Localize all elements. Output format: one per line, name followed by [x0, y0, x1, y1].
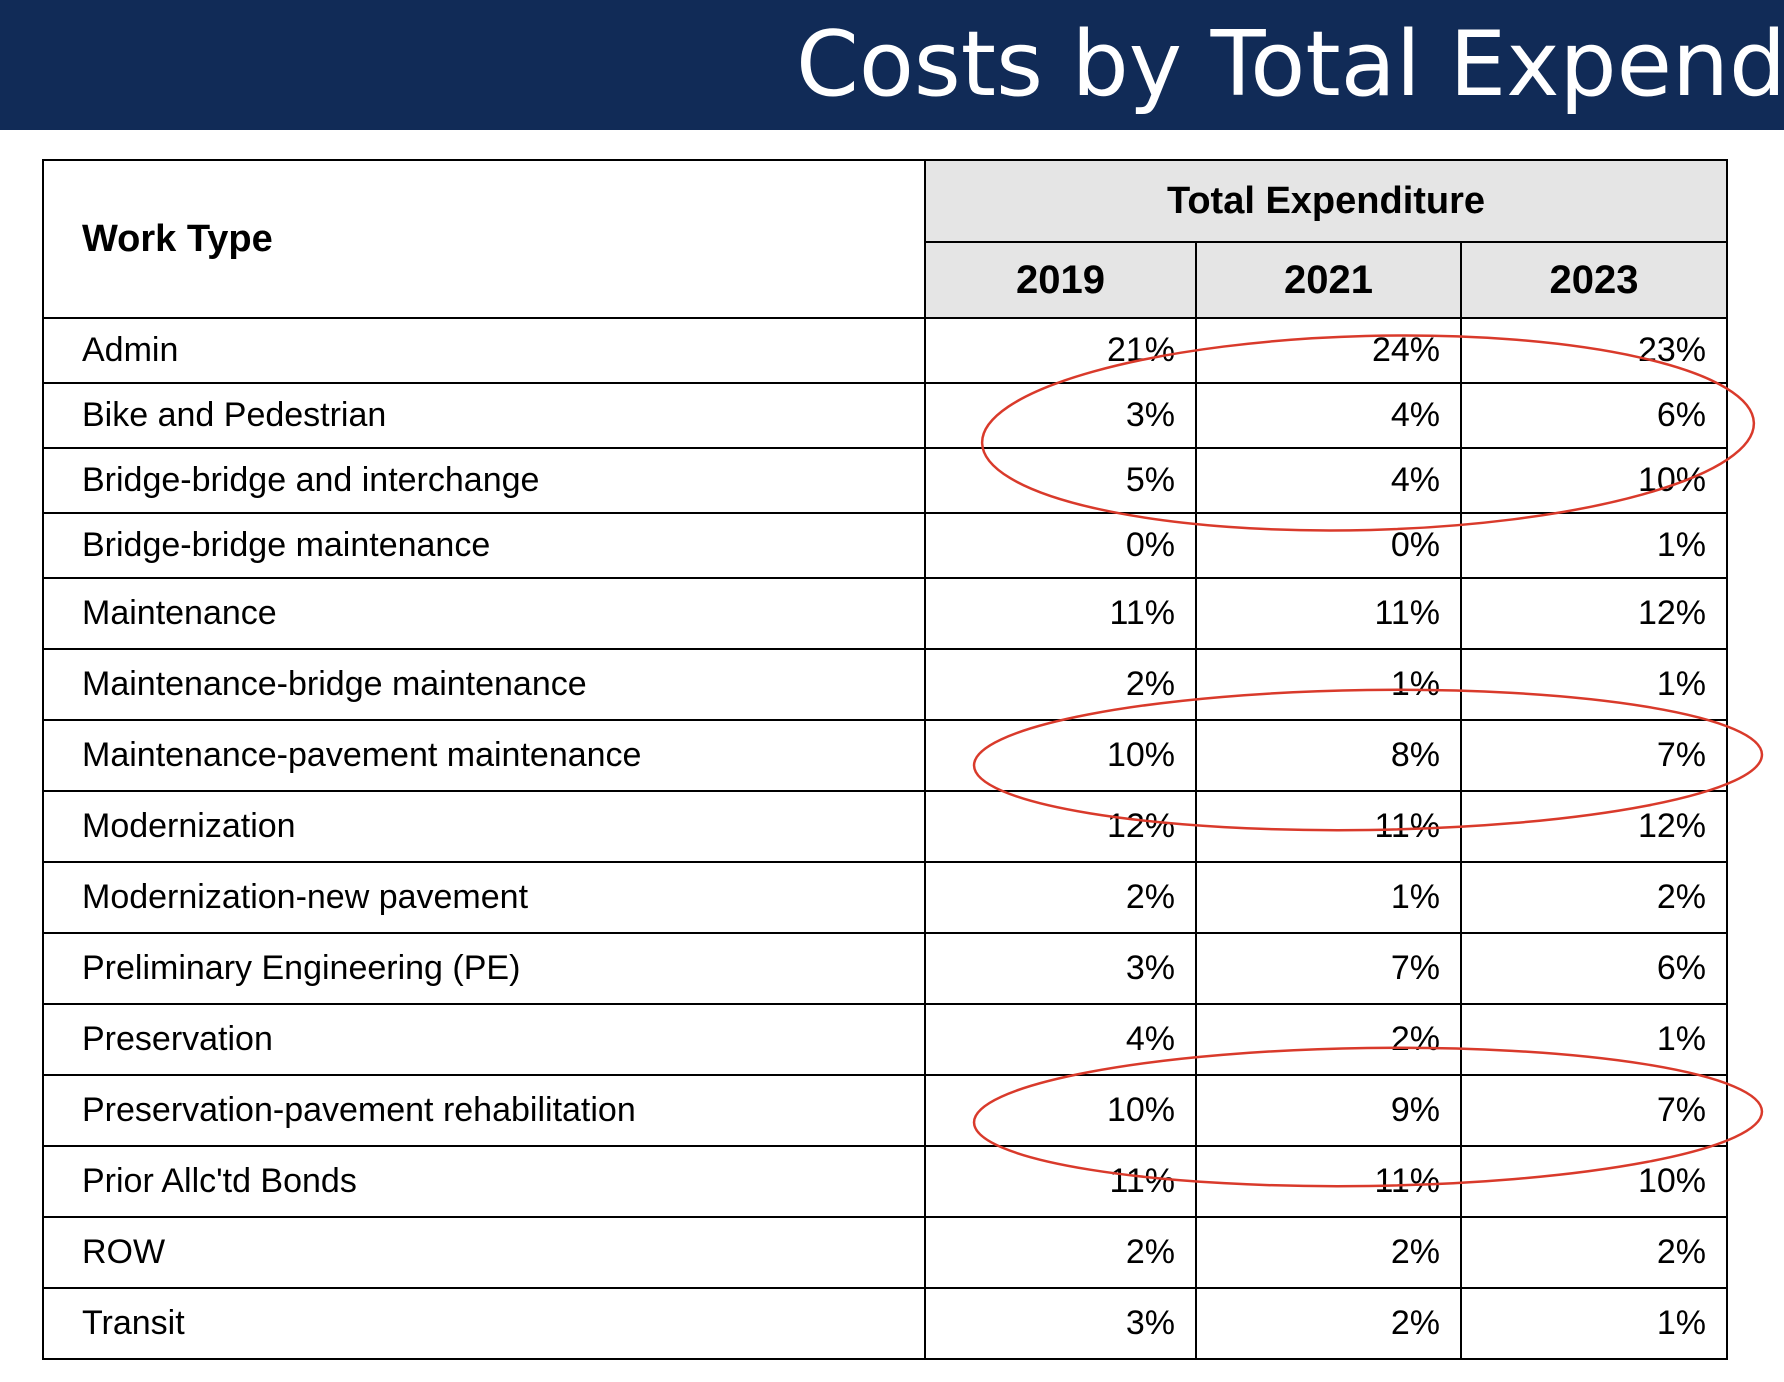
cell-2019: 2% [924, 1216, 1197, 1289]
cell-2023: 1% [1460, 648, 1728, 721]
table-row: Maintenance-pavement maintenance 10% 8% … [42, 719, 1728, 792]
cell-2019: 12% [924, 790, 1197, 863]
table-row: ROW 2% 2% 2% [42, 1216, 1728, 1289]
cell-2021: 2% [1195, 1287, 1462, 1360]
cell-2021: 2% [1195, 1003, 1462, 1076]
cell-2019: 4% [924, 1003, 1197, 1076]
cell-2019: 11% [924, 577, 1197, 650]
cell-2019: 2% [924, 861, 1197, 934]
cell-2021: 0% [1195, 512, 1462, 579]
cell-2023: 12% [1460, 577, 1728, 650]
table-row: Maintenance-bridge maintenance 2% 1% 1% [42, 648, 1728, 721]
title-bar: Costs by Total Expenditure [0, 0, 1784, 130]
cell-2023: 6% [1460, 382, 1728, 449]
row-label: Maintenance [42, 577, 926, 650]
cell-2023: 2% [1460, 861, 1728, 934]
header-row-group: Work Type Total Expenditure [42, 158, 1728, 319]
row-label: Modernization [42, 790, 926, 863]
cell-2021: 11% [1195, 790, 1462, 863]
cell-2023: 10% [1460, 447, 1728, 514]
table-row: Modernization 12% 11% 12% [42, 790, 1728, 863]
row-label: Prior Allc'td Bonds [42, 1145, 926, 1218]
table-row: Bridge-bridge maintenance 0% 0% 1% [42, 512, 1728, 579]
cell-2019: 3% [924, 932, 1197, 1005]
table-row: Bridge-bridge and interchange 5% 4% 10% [42, 447, 1728, 514]
row-label: ROW [42, 1216, 926, 1289]
row-label: Bridge-bridge and interchange [42, 447, 926, 514]
cell-2023: 10% [1460, 1145, 1728, 1218]
table-row: Preservation-pavement rehabilitation 10%… [42, 1074, 1728, 1147]
cell-2023: 7% [1460, 1074, 1728, 1147]
header-row-years: 2019 2021 2023 [43, 241, 1728, 319]
cell-2021: 2% [1195, 1216, 1462, 1289]
cell-2023: 1% [1460, 1003, 1728, 1076]
cell-2023: 7% [1460, 719, 1728, 792]
cell-2023: 12% [1460, 790, 1728, 863]
row-label: Preliminary Engineering (PE) [42, 932, 926, 1005]
total-expenditure-header: Total Expenditure [924, 158, 1728, 244]
row-label: Preservation [42, 1003, 926, 1076]
cell-2023: 1% [1460, 512, 1728, 579]
cell-2019: 5% [924, 447, 1197, 514]
cell-2023: 23% [1460, 317, 1728, 384]
cell-2021: 11% [1195, 1145, 1462, 1218]
cell-2021: 9% [1195, 1074, 1462, 1147]
cell-2019: 3% [924, 1287, 1197, 1360]
cell-2021: 1% [1195, 861, 1462, 934]
cell-2019: 3% [924, 382, 1197, 449]
row-label: Preservation-pavement rehabilitation [42, 1074, 926, 1147]
cell-2021: 1% [1195, 648, 1462, 721]
row-label: Modernization-new pavement [42, 861, 926, 934]
cell-2021: 4% [1195, 382, 1462, 449]
table-row: Maintenance 11% 11% 12% [42, 577, 1728, 650]
table-row: Transit 3% 2% 1% [42, 1287, 1728, 1360]
cell-2019: 0% [924, 512, 1197, 579]
cell-2019: 10% [924, 1074, 1197, 1147]
cell-2019: 10% [924, 719, 1197, 792]
row-label: Maintenance-bridge maintenance [42, 648, 926, 721]
table-row: Preservation 4% 2% 1% [42, 1003, 1728, 1076]
cell-2023: 2% [1460, 1216, 1728, 1289]
year-header-2019: 2019 [924, 241, 1197, 319]
cell-2021: 7% [1195, 932, 1462, 1005]
year-header-2021: 2021 [1195, 241, 1462, 319]
table-row: Bike and Pedestrian 3% 4% 6% [42, 382, 1728, 449]
cell-2021: 24% [1195, 317, 1462, 384]
cell-2023: 6% [1460, 932, 1728, 1005]
table-row: Admin 21% 24% 23% [42, 317, 1728, 384]
page-title: Costs by Total Expenditure [796, 12, 1784, 117]
expenditure-table: Work Type Total Expenditure 2019 2021 20… [42, 158, 1728, 1360]
row-label: Transit [42, 1287, 926, 1360]
table-row: Preliminary Engineering (PE) 3% 7% 6% [42, 932, 1728, 1005]
cell-2021: 8% [1195, 719, 1462, 792]
table-row: Prior Allc'td Bonds 11% 11% 10% [42, 1145, 1728, 1218]
work-type-header: Work Type [42, 159, 926, 319]
cell-2019: 11% [924, 1145, 1197, 1218]
cell-2023: 1% [1460, 1287, 1728, 1360]
year-header-2023: 2023 [1460, 241, 1728, 319]
row-label: Bike and Pedestrian [42, 382, 926, 449]
row-label: Maintenance-pavement maintenance [42, 719, 926, 792]
row-label: Admin [42, 317, 926, 384]
expenditure-table-container: Work Type Total Expenditure 2019 2021 20… [42, 158, 1728, 1360]
table-row: Modernization-new pavement 2% 1% 2% [42, 861, 1728, 934]
cell-2019: 21% [924, 317, 1197, 384]
cell-2021: 11% [1195, 577, 1462, 650]
cell-2019: 2% [924, 648, 1197, 721]
cell-2021: 4% [1195, 447, 1462, 514]
row-label: Bridge-bridge maintenance [42, 512, 926, 579]
